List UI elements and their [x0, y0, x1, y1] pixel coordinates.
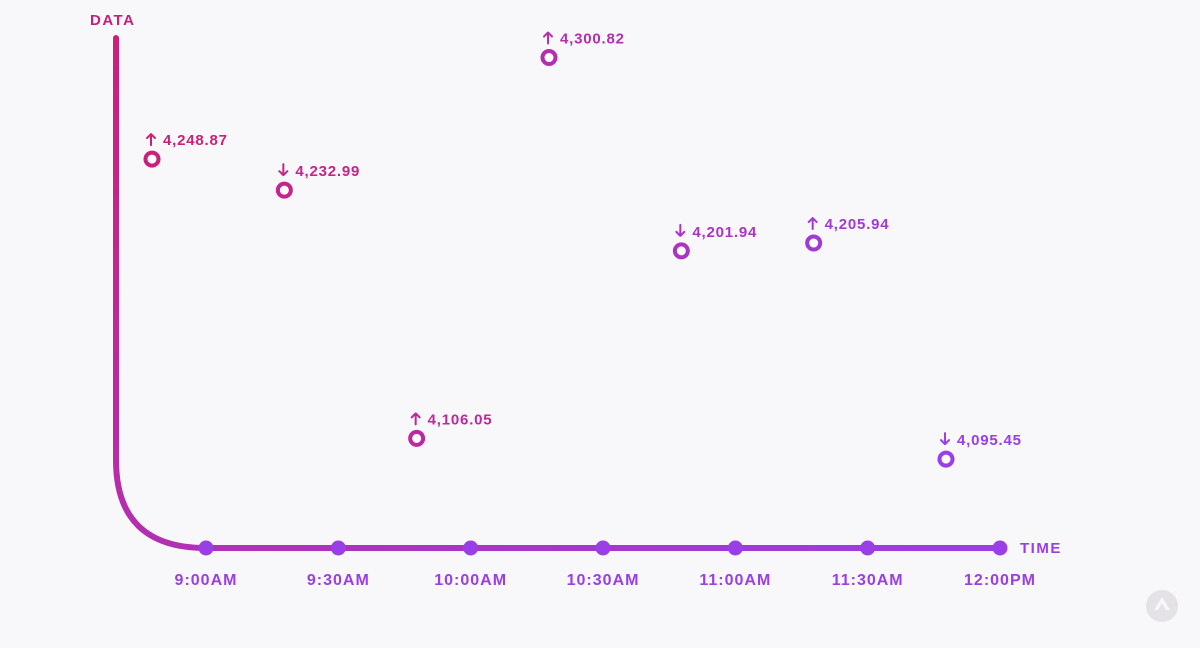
x-ticks: 9:00AM 9:30AM 10:00AM 10:30AM 11:00AM 11:30AM…: [175, 540, 1036, 589]
arrow-down-icon: [940, 432, 950, 446]
data-point: 4,248.87: [143, 132, 228, 168]
arrow-up-icon: [543, 31, 553, 45]
data-point-marker: [275, 181, 293, 199]
data-label: 4,201.94: [692, 224, 757, 241]
x-tick-dot: [330, 540, 346, 556]
x-tick-dot: [463, 540, 479, 556]
x-tick-label: 11:30AM: [832, 572, 904, 589]
y-axis-title: DATA: [90, 12, 135, 29]
data-point: 4,201.94: [672, 223, 757, 260]
axis-line: [113, 35, 1003, 551]
data-label: 4,095.45: [957, 432, 1022, 449]
x-tick-label: 10:30AM: [567, 572, 640, 589]
data-point-marker: [672, 242, 690, 260]
x-tick-dot: [595, 540, 611, 556]
data-point-marker: [937, 450, 955, 468]
data-label: 4,232.99: [295, 163, 360, 180]
x-tick-label: 9:00AM: [175, 572, 238, 589]
data-point-marker: [540, 49, 558, 67]
data-label: 4,205.94: [825, 216, 890, 233]
data-point-marker: [805, 234, 823, 252]
data-point: 4,106.05: [408, 411, 493, 447]
x-tick-dot: [992, 540, 1008, 556]
data-point-marker: [143, 150, 161, 168]
x-tick-label: 12:00PM: [964, 572, 1036, 589]
data-point-marker: [408, 429, 426, 447]
arrow-up-icon: [410, 412, 421, 426]
data-label: 4,106.05: [428, 411, 493, 428]
x-axis-title: TIME: [1020, 540, 1062, 557]
arrow-up-icon: [146, 133, 156, 147]
x-tick-dot: [860, 540, 876, 556]
x-tick-label: 11:00AM: [699, 572, 771, 589]
arrow-down-icon: [278, 163, 289, 177]
data-point: 4,300.82: [540, 31, 625, 67]
data-points: 4,248.87 4,232.99 4,106.05 4,300.82 4,201.94…: [143, 31, 1022, 468]
data-label: 4,300.82: [560, 31, 625, 48]
data-label: 4,248.87: [163, 132, 228, 149]
data-point: 4,205.94: [805, 216, 890, 252]
x-tick-label: 10:00AM: [434, 572, 507, 589]
arrow-down-icon: [675, 223, 686, 237]
data-point: 4,095.45: [937, 432, 1022, 468]
x-tick-label: 9:30AM: [307, 572, 370, 589]
data-point: 4,232.99: [275, 163, 360, 199]
logo-badge-icon: [1146, 590, 1178, 622]
arrow-up-icon: [807, 217, 818, 231]
x-tick-dot: [727, 540, 743, 556]
x-tick-dot: [198, 540, 214, 556]
